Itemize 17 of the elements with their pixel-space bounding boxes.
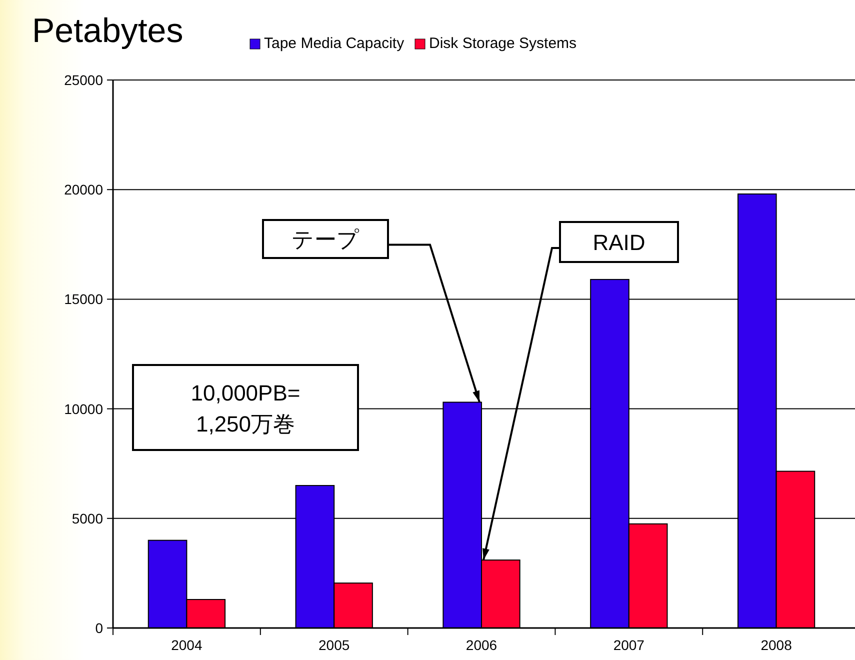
x-tick-label: 2005 [318, 637, 350, 653]
annotation: 10,000PB= 1,250万巻 [190, 380, 300, 436]
annotation: テープ [292, 226, 360, 252]
x-tick-label: 2007 [613, 637, 645, 653]
y-tick-label: 5000 [72, 510, 104, 526]
y-tick-label: 20000 [64, 182, 104, 198]
y-tick-label: 0 [95, 620, 104, 636]
x-tick-label: 2008 [760, 637, 792, 653]
y-tick-label: 25000 [64, 72, 104, 88]
legend-label: Disk Storage Systems [429, 35, 577, 52]
y-axis-title: Petabytes [32, 12, 184, 50]
x-tick-label: 2006 [466, 637, 498, 653]
y-tick-label: 15000 [64, 291, 104, 308]
y-tick-label: 10000 [64, 400, 104, 417]
legend-label: Tape Media Capacity [264, 35, 405, 52]
annotation: RAID [592, 230, 646, 254]
x-tick-label: 2004 [171, 637, 202, 653]
